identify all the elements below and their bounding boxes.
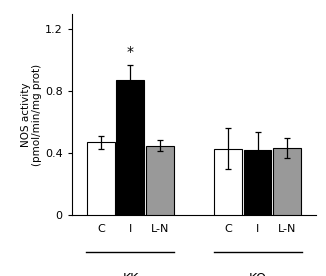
Bar: [116, 80, 144, 215]
Text: *: *: [127, 45, 134, 59]
Bar: [273, 148, 301, 215]
Bar: [146, 145, 174, 215]
Y-axis label: NOS activity
(pmol/min/mg prot): NOS activity (pmol/min/mg prot): [21, 63, 42, 166]
Bar: [244, 150, 272, 215]
Bar: [214, 149, 242, 215]
Bar: [87, 142, 115, 215]
Text: KQ: KQ: [248, 272, 267, 276]
Text: KK: KK: [122, 272, 139, 276]
